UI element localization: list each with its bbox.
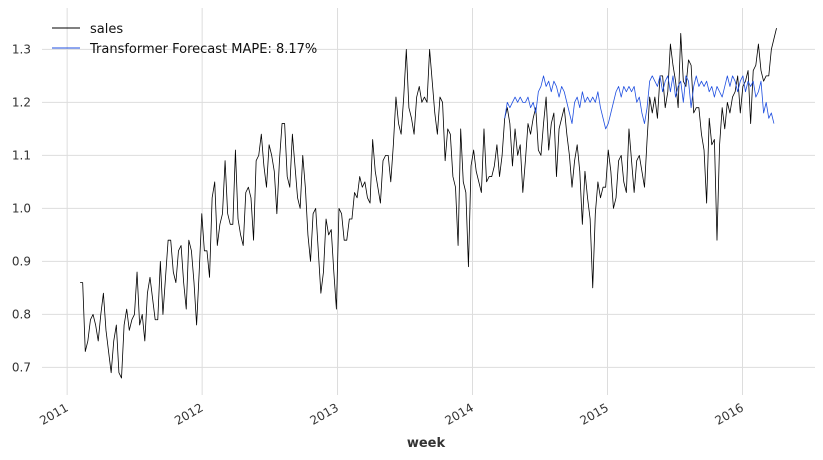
y-tick-label: 1.1 [12,148,31,162]
y-axis-ticks: 0.7 0.8 0.9 1.0 1.1 1.2 1.3 [12,42,31,374]
series-layer [80,28,777,379]
x-tick-label: 2016 [713,400,746,427]
series-line-sales [80,28,777,379]
series-line-forecast [504,75,775,130]
y-tick-label: 1.0 [12,201,31,215]
legend: sales Transformer Forecast MAPE: 8.17% [52,22,317,57]
x-tick-label: 2012 [172,400,205,427]
x-tick-label: 2013 [308,400,341,427]
y-tick-label: 0.8 [12,307,31,321]
y-tick-label: 1.3 [12,42,31,56]
y-tick-label: 1.2 [12,95,31,109]
grid [42,8,815,395]
y-tick-label: 0.9 [12,254,31,268]
legend-label: sales [90,22,123,37]
legend-label: Transformer Forecast MAPE: 8.17% [89,42,317,57]
x-axis-ticks: 2011 2012 2013 2014 2015 2016 [37,400,746,427]
x-tick-label: 2011 [37,400,70,427]
x-tick-label: 2015 [578,400,611,427]
x-tick-label: 2014 [443,400,476,427]
y-tick-label: 0.7 [12,360,31,374]
x-axis-title: week [407,436,446,451]
